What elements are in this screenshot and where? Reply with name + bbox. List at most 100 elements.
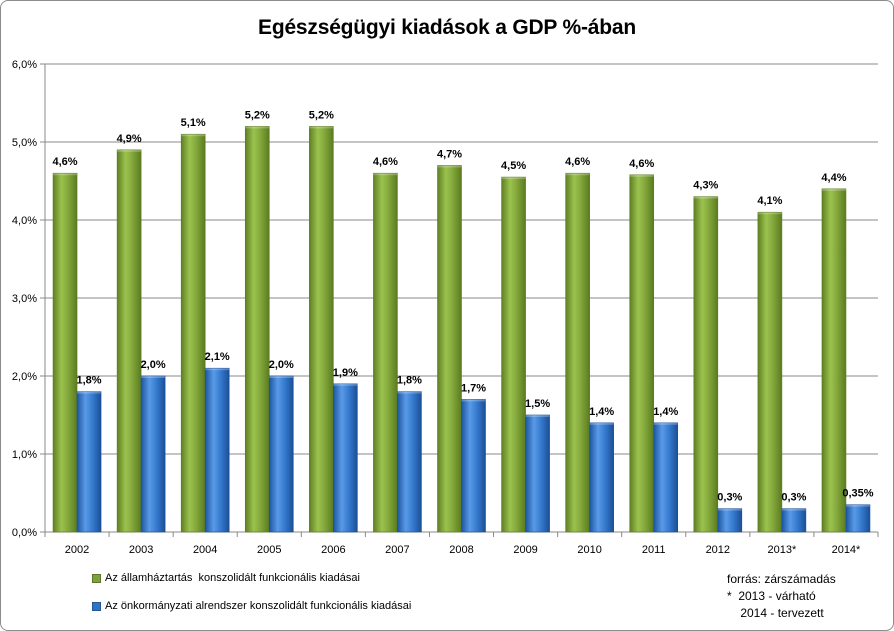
bar-local: [717, 508, 743, 533]
bar-highlight: [437, 165, 462, 168]
x-tick-label: 2006: [321, 544, 345, 556]
legend-swatch-green: [92, 573, 101, 583]
data-label: 1,8%: [397, 375, 422, 387]
bar-local: [397, 391, 422, 533]
bar-local: [781, 508, 807, 533]
bar-highlight: [565, 173, 590, 176]
data-label: 0,35%: [842, 488, 873, 500]
bar-state: [52, 172, 78, 533]
x-tick-label: 2011: [642, 544, 666, 556]
bar-state: [693, 196, 719, 533]
data-label: 4,7%: [437, 148, 462, 160]
source-line-1: forrás: zárszámadás: [727, 572, 836, 586]
bar-highlight: [629, 174, 654, 177]
data-label: 4,1%: [757, 195, 782, 207]
bar-state: [821, 188, 847, 533]
bar-highlight: [77, 391, 102, 394]
bar-highlight: [757, 212, 782, 215]
x-tick-label: 2008: [449, 544, 473, 556]
bar-highlight: [309, 126, 334, 129]
y-tick-label: 6,0%: [12, 59, 37, 71]
bar-highlight: [653, 422, 678, 425]
bar-state: [309, 126, 334, 533]
bar-local: [140, 375, 166, 533]
data-label: 1,8%: [76, 375, 101, 387]
y-tick-label: 4,0%: [12, 215, 37, 227]
legend-item-state: Az államháztartás konszolidált funkcioná…: [92, 572, 360, 584]
bar-highlight: [693, 196, 718, 199]
data-label: 4,9%: [117, 133, 142, 145]
x-tick-label: 2004: [193, 544, 217, 556]
bar-state: [757, 211, 783, 533]
bar-highlight: [117, 149, 142, 152]
bar-highlight: [269, 376, 294, 378]
data-label: 2,1%: [205, 351, 230, 363]
bar-local: [461, 399, 486, 533]
data-label: 4,5%: [501, 160, 526, 172]
bar-highlight: [845, 504, 870, 507]
bar-highlight: [373, 173, 398, 176]
bar-state: [629, 174, 655, 533]
data-label: 1,4%: [589, 406, 614, 418]
x-tick-label: 2010: [577, 544, 601, 556]
bar-highlight: [717, 508, 742, 511]
x-tick-label: 2005: [257, 544, 281, 556]
bar-highlight: [821, 188, 846, 191]
bar-highlight: [53, 173, 78, 176]
bar-local: [525, 414, 550, 533]
bar-state: [437, 165, 462, 533]
y-tick-label: 3,0%: [12, 293, 37, 305]
source-line-3: 2014 - tervezett: [727, 606, 824, 620]
data-label: 1,9%: [333, 367, 358, 379]
y-tick-label: 1,0%: [12, 449, 37, 461]
bar-state: [116, 149, 142, 533]
bar-local: [845, 504, 871, 533]
source-note: forrás: zárszámadás * 2013 - várható 201…: [727, 571, 836, 622]
bar-state: [373, 172, 398, 533]
bar-highlight: [461, 399, 486, 402]
y-tick-label: 5,0%: [12, 137, 37, 149]
legend-label-local: Az önkormányzati alrendszer konszolidált…: [105, 600, 412, 612]
bar-highlight: [141, 376, 166, 378]
legend-item-local: Az önkormányzati alrendszer konszolidált…: [92, 600, 411, 612]
x-tick-label: 2002: [65, 544, 89, 556]
x-tick-label: 2003: [129, 544, 153, 556]
bar-highlight: [205, 368, 230, 371]
bar-state: [244, 126, 270, 533]
source-line-2: * 2013 - várható: [727, 589, 816, 603]
bar-local: [653, 422, 679, 533]
bar-local: [204, 367, 230, 533]
data-label: 4,4%: [821, 172, 846, 184]
data-label: 0,3%: [781, 492, 806, 504]
bar-state: [501, 176, 526, 533]
bar-highlight: [501, 177, 526, 180]
data-label: 2,0%: [269, 359, 294, 371]
data-label: 4,3%: [693, 180, 718, 192]
data-label: 1,4%: [653, 406, 678, 418]
x-tick-label: 2009: [513, 544, 537, 556]
bar-highlight: [589, 422, 614, 425]
legend-swatch-blue: [92, 601, 101, 611]
bar-local: [333, 383, 358, 533]
data-label: 4,6%: [373, 156, 398, 168]
data-label: 4,6%: [565, 156, 590, 168]
x-tick-label: 2013*: [768, 544, 797, 556]
data-label: 5,2%: [309, 109, 334, 121]
bar-local: [268, 375, 294, 533]
data-label: 4,6%: [52, 156, 77, 168]
data-label: 2,0%: [141, 359, 166, 371]
bar-local: [76, 391, 102, 533]
bar-highlight: [397, 391, 422, 394]
bar-local: [589, 422, 614, 533]
bar-highlight: [525, 415, 550, 417]
data-label: 4,6%: [629, 158, 654, 170]
chart-title: Egészségügyi kiadások a GDP %-ában: [258, 16, 636, 39]
y-tick-label: 0,0%: [12, 527, 37, 539]
data-label: 5,2%: [245, 109, 270, 121]
bar-highlight: [245, 126, 270, 129]
legend-label-state: Az államháztartás konszolidált funkcioná…: [105, 572, 360, 584]
x-tick-label: 2014*: [832, 544, 861, 556]
data-label: 1,5%: [525, 398, 550, 410]
x-tick-label: 2007: [385, 544, 409, 556]
